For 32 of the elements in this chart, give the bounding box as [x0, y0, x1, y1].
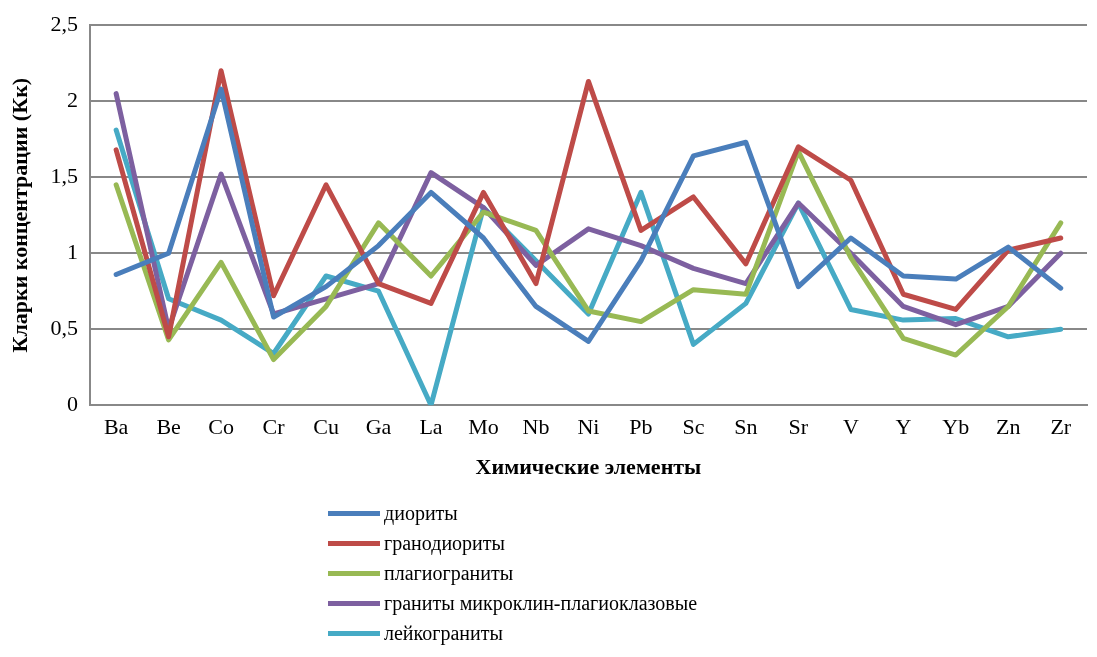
- y-tick-label: 2,5: [50, 10, 78, 36]
- y-tick-label: 2: [66, 86, 78, 112]
- x-tick-label: La: [419, 414, 443, 440]
- x-tick-label: Zr: [1050, 414, 1072, 440]
- x-tick-label: Ga: [365, 414, 392, 440]
- x-axis-title: Химические элементы: [475, 454, 702, 480]
- legend-label: лейкограниты: [384, 621, 503, 647]
- x-tick-label: Co: [208, 414, 234, 440]
- x-tick-label: Mo: [468, 414, 499, 440]
- legend-label: граниты микроклин-плагиоклазовые: [384, 591, 698, 617]
- x-tick-label: Cr: [262, 414, 286, 440]
- x-tick-label: Be: [156, 414, 181, 440]
- x-tick-label: Pb: [629, 414, 653, 440]
- x-tick-label: Ni: [577, 414, 600, 440]
- legend-label: диориты: [384, 501, 458, 527]
- legend-label: плагиограниты: [384, 561, 514, 587]
- x-tick-label: Sc: [682, 414, 705, 440]
- y-tick-label: 0: [66, 390, 78, 416]
- y-tick-label: 0,5: [50, 314, 78, 340]
- x-tick-label: Y: [895, 414, 912, 440]
- x-tick-label: Sr: [788, 414, 809, 440]
- x-tick-label: Sn: [734, 414, 758, 440]
- y-tick-label: 1: [66, 238, 78, 264]
- x-tick-label: Nb: [522, 414, 550, 440]
- y-axis-title: Кларки концентрации (Кк): [6, 77, 32, 353]
- x-tick-label: Zn: [996, 414, 1021, 440]
- legend-label: гранодиориты: [384, 531, 505, 557]
- y-tick-label: 1,5: [50, 162, 78, 188]
- x-tick-label: V: [842, 414, 859, 440]
- x-tick-label: Yb: [942, 414, 970, 440]
- x-tick-label: Cu: [313, 414, 339, 440]
- x-tick-label: Ba: [103, 414, 129, 440]
